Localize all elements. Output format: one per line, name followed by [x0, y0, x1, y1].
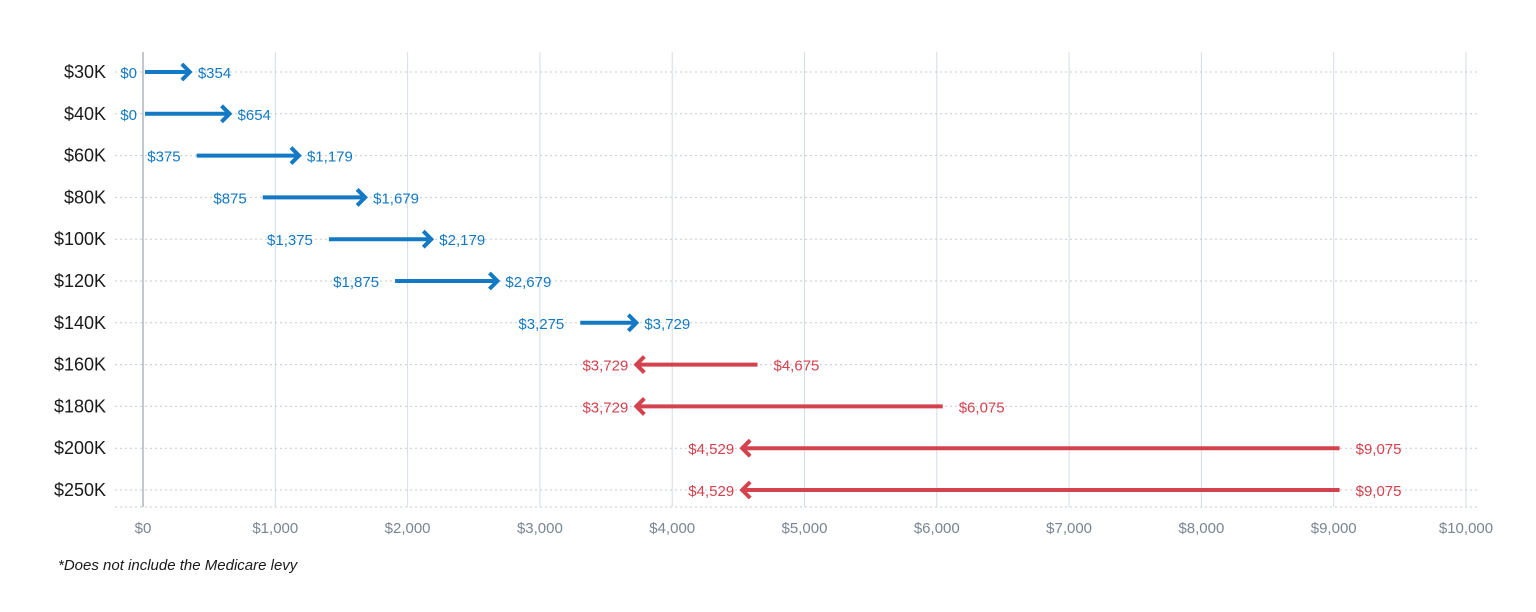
- category-label: $80K: [64, 187, 106, 207]
- x-tick-label: $1,000: [252, 520, 298, 537]
- arrow-head: [626, 313, 640, 333]
- category-label: $100K: [54, 229, 106, 249]
- end-value-label: $2,679: [505, 274, 551, 291]
- end-value-label: $4,529: [688, 441, 734, 458]
- arrow-head: [355, 187, 368, 207]
- start-value-label: $875: [213, 190, 246, 207]
- category-label: $180K: [54, 396, 106, 416]
- start-value-label: $3,275: [518, 316, 564, 333]
- arrow-head: [220, 104, 233, 124]
- footnote: *Does not include the Medicare levy: [58, 557, 298, 574]
- end-value-label: $4,529: [688, 483, 734, 500]
- category-label: $200K: [54, 438, 106, 458]
- start-value-label: $6,075: [959, 399, 1005, 416]
- arrow-head: [633, 355, 646, 375]
- category-label: $250K: [54, 480, 106, 500]
- x-tick-label: $8,000: [1178, 520, 1224, 537]
- category-label: $40K: [64, 104, 106, 124]
- x-tick-label: $10,000: [1439, 520, 1493, 537]
- end-value-label: $354: [198, 65, 231, 82]
- x-tick-label: $0: [135, 520, 152, 537]
- end-value-label: $3,729: [644, 316, 690, 333]
- end-value-label: $1,179: [307, 149, 353, 166]
- arrow-head: [289, 146, 302, 166]
- start-value-label: $1,375: [267, 232, 313, 249]
- x-tick-label: $5,000: [782, 520, 828, 537]
- category-label: $140K: [54, 313, 106, 333]
- start-value-label: $4,675: [774, 358, 820, 375]
- start-value-label: $0: [120, 107, 137, 124]
- end-value-label: $3,729: [582, 358, 628, 375]
- x-tick-label: $4,000: [649, 520, 695, 537]
- start-value-label: $9,075: [1356, 441, 1402, 458]
- arrow-head: [180, 62, 193, 82]
- x-tick-label: $7,000: [1046, 520, 1092, 537]
- category-label: $60K: [64, 146, 106, 166]
- arrow-head: [488, 271, 501, 291]
- x-tick-label: $6,000: [914, 520, 960, 537]
- end-value-label: $1,679: [373, 190, 419, 207]
- start-value-label: $9,075: [1356, 483, 1402, 500]
- arrow-head: [633, 396, 646, 416]
- end-value-label: $654: [238, 107, 271, 124]
- start-value-label: $375: [147, 149, 180, 166]
- category-label: $30K: [64, 62, 106, 82]
- end-value-label: $3,729: [582, 399, 628, 416]
- category-label: $120K: [54, 271, 106, 291]
- x-tick-label: $2,000: [385, 520, 431, 537]
- arrow-head: [739, 480, 752, 500]
- arrow-head: [739, 438, 752, 458]
- start-value-label: $1,875: [333, 274, 379, 291]
- x-tick-label: $9,000: [1311, 520, 1357, 537]
- category-label: $160K: [54, 355, 106, 375]
- x-tick-label: $3,000: [517, 520, 563, 537]
- arrow-head: [421, 229, 435, 249]
- start-value-label: $0: [120, 65, 137, 82]
- end-value-label: $2,179: [439, 232, 485, 249]
